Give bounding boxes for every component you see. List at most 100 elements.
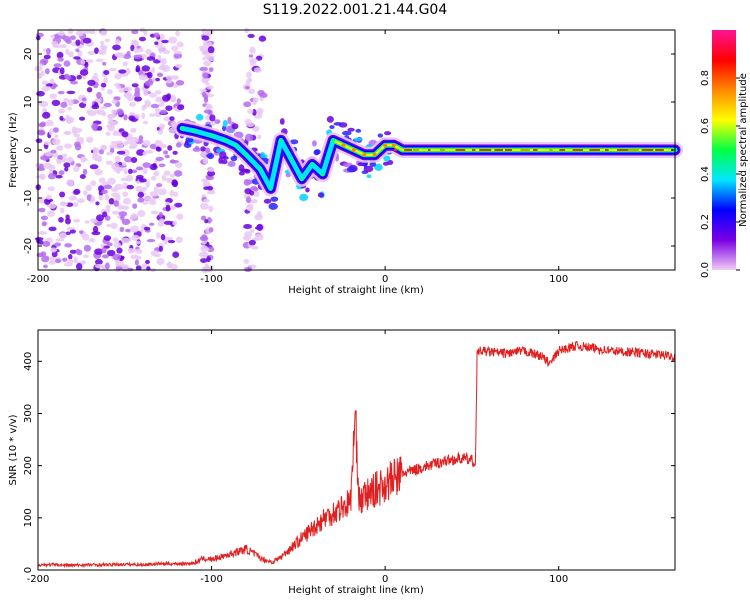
noise-blob [120,214,125,221]
ridge-bright-dot [223,138,228,143]
noise-blob [172,150,178,155]
colorbar: 0.0 0.2 0.4 0.6 0.8 Normalized spectral ampl… [700,30,749,278]
noise-blob [130,127,137,133]
noise-blob [123,168,128,175]
noise-blob [43,264,48,269]
y-tick-label: 300 [23,404,34,423]
noise-blob [75,248,81,255]
noise-blob [48,260,56,265]
noise-blob [200,146,206,152]
noise-blob [103,235,112,241]
noise-blob [119,226,125,233]
noise-blob [69,249,77,254]
noise-blob [110,141,118,145]
noise-blob [70,80,78,85]
ridge-clutter-blob [341,130,352,136]
noise-blob [42,111,51,119]
noise-blob [83,190,88,196]
noise-blob [100,87,105,91]
ridge-bright-dot [209,133,214,138]
ridge-clutter-blob [227,116,232,125]
noise-blob [73,256,78,264]
noise-blob [101,264,106,270]
noise-blob [249,46,256,54]
noise-blob [244,231,253,237]
noise-blob [165,105,173,112]
y-tick-label: 10 [23,96,34,109]
noise-blob [160,57,167,65]
ridge-clutter-blob [268,202,278,210]
noise-blob [54,242,62,247]
ridge-clutter-blob [227,160,236,168]
noise-blob [170,94,177,102]
noise-blob [256,107,264,115]
noise-blob [142,186,148,191]
noise-blob [66,156,74,163]
noise-blob [158,188,167,196]
noise-blob [155,232,161,239]
ridge-bright-dot [299,176,304,181]
noise-blob [202,180,211,188]
snr-x-label: Height of straight line (km) [288,585,424,596]
noise-blob [44,198,51,205]
noise-blob [100,145,107,151]
spectrogram-marks [34,27,683,274]
noise-blob [83,29,91,34]
y-tick-label: 0 [23,567,34,573]
noise-blob [159,34,165,39]
noise-blob [59,207,65,214]
noise-blob [154,108,161,114]
noise-blob [243,101,252,108]
noise-blob [65,231,71,236]
noise-blob [69,229,76,234]
noise-blob [254,233,264,241]
noise-blob [246,122,255,128]
noise-blob [116,108,124,116]
noise-blob [112,130,120,137]
noise-blob [203,198,210,203]
noise-blob [79,174,86,180]
noise-blob [170,205,176,211]
noise-blob [115,167,121,174]
noise-blob [128,145,136,149]
noise-blob [44,68,50,75]
colorbar-gradient [712,30,736,270]
noise-blob [122,191,129,197]
y-tick-label: 20 [23,48,34,61]
spectrogram-y-label: Frequency (Hz) [8,112,19,188]
noise-blob [142,151,148,156]
noise-blob [135,185,143,192]
noise-blob [98,49,104,55]
noise-blob [160,233,166,241]
noise-blob [50,247,57,253]
noise-blob [114,39,121,45]
noise-blob [158,245,163,252]
noise-blob [155,156,164,161]
noise-blob [137,209,146,218]
noise-blob [50,149,57,154]
noise-blob [120,177,129,182]
x-tick-label: -200 [27,574,50,585]
noise-blob [125,228,131,233]
ridge-clutter-blob [209,114,216,122]
noise-blob [106,223,112,228]
noise-blob [200,202,209,210]
noise-blob [63,131,72,135]
noise-blob [158,211,163,218]
noise-blob [121,264,129,270]
noise-blob [158,128,164,135]
noise-blob [171,45,179,52]
noise-blob [87,79,96,86]
noise-blob [173,191,179,197]
noise-blob [256,224,263,231]
noise-blob [106,89,113,95]
noise-blob [162,94,171,102]
noise-blob [91,231,101,236]
noise-blob [59,67,65,75]
noise-blob [166,179,173,184]
noise-blob [95,58,104,62]
noise-blob [249,57,258,64]
noise-blob [158,163,166,168]
noise-blob [67,28,74,35]
noise-blob [141,112,146,120]
